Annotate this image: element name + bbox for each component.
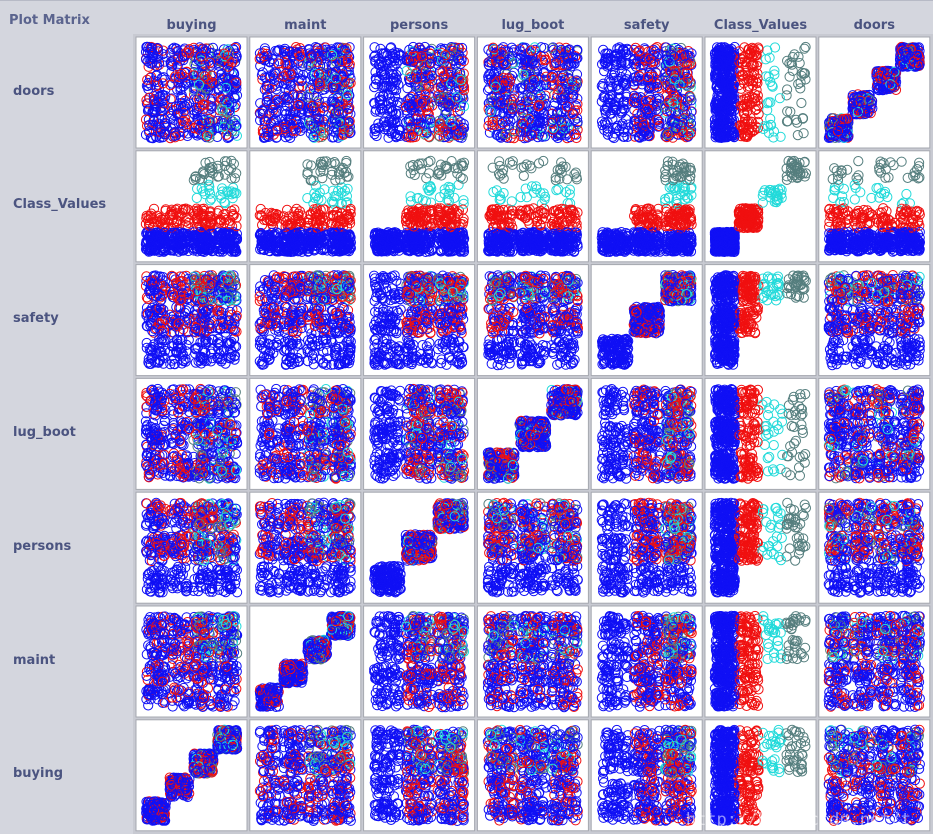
cell-doors-vs-persons[interactable] bbox=[364, 37, 475, 148]
cell-doors-vs-doors[interactable] bbox=[819, 37, 930, 148]
cell-doors-vs-buying[interactable] bbox=[136, 37, 247, 148]
cell-class_values-vs-buying[interactable] bbox=[136, 151, 247, 262]
cell-doors-vs-lug_boot[interactable] bbox=[477, 37, 588, 148]
cell-doors-vs-class_values[interactable] bbox=[705, 37, 816, 148]
cell-class_values-vs-maint[interactable] bbox=[250, 151, 361, 262]
cell-doors-vs-maint[interactable] bbox=[250, 37, 361, 148]
cell-doors-vs-safety[interactable] bbox=[591, 37, 702, 148]
